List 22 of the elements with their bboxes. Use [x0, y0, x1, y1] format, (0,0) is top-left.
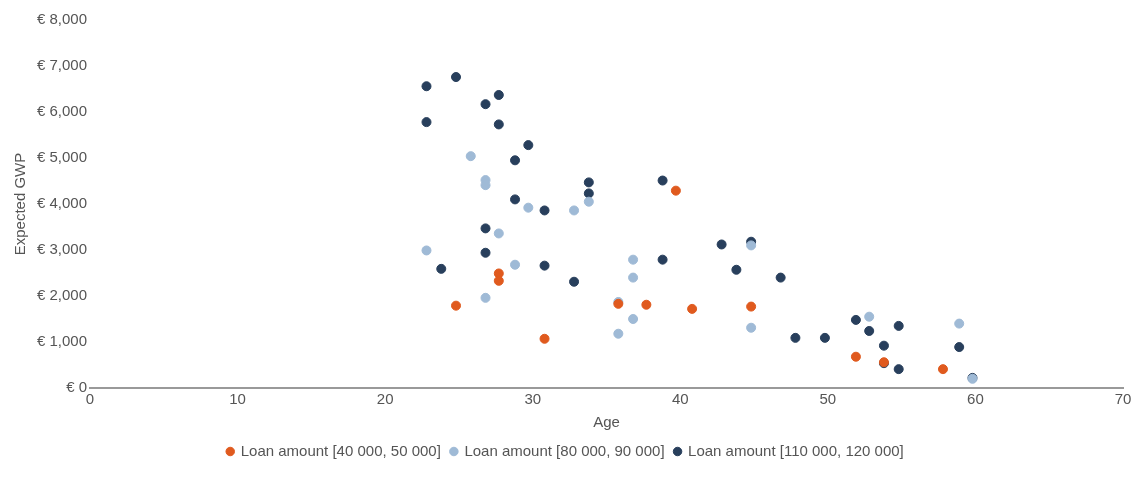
legend-label: Loan amount [110 000, 120 000]	[688, 441, 904, 459]
x-tick-label: 30	[524, 390, 542, 408]
y-tick-label: € 3,000	[37, 240, 88, 258]
y-tick-label: € 8,000	[37, 10, 88, 28]
legend-label: Loan amount [40 000, 50 000]	[240, 441, 441, 459]
x-tick-label: 0	[85, 390, 95, 408]
y-tick-label: € 4,000	[37, 194, 88, 212]
y-tick-label: € 7,000	[37, 56, 88, 74]
y-tick-label: € 1,000	[37, 332, 88, 350]
y-tick-label: € 2,000	[37, 286, 88, 304]
y-axis-title: Expected GWP	[11, 152, 29, 256]
x-axis-title: Age	[593, 413, 620, 431]
y-tick-label: € 0	[66, 378, 88, 396]
y-tick-label: € 6,000	[37, 102, 88, 120]
x-tick-label: 40	[671, 390, 689, 408]
x-tick-label: 20	[376, 390, 394, 408]
legend-label: Loan amount [80 000, 90 000]	[464, 441, 665, 459]
x-tick-label: 10	[229, 390, 246, 408]
x-tick-label: 50	[819, 390, 837, 408]
x-tick-label: 60	[967, 390, 984, 408]
x-tick-label: 70	[1114, 390, 1132, 408]
y-tick-label: € 5,000	[37, 148, 88, 166]
